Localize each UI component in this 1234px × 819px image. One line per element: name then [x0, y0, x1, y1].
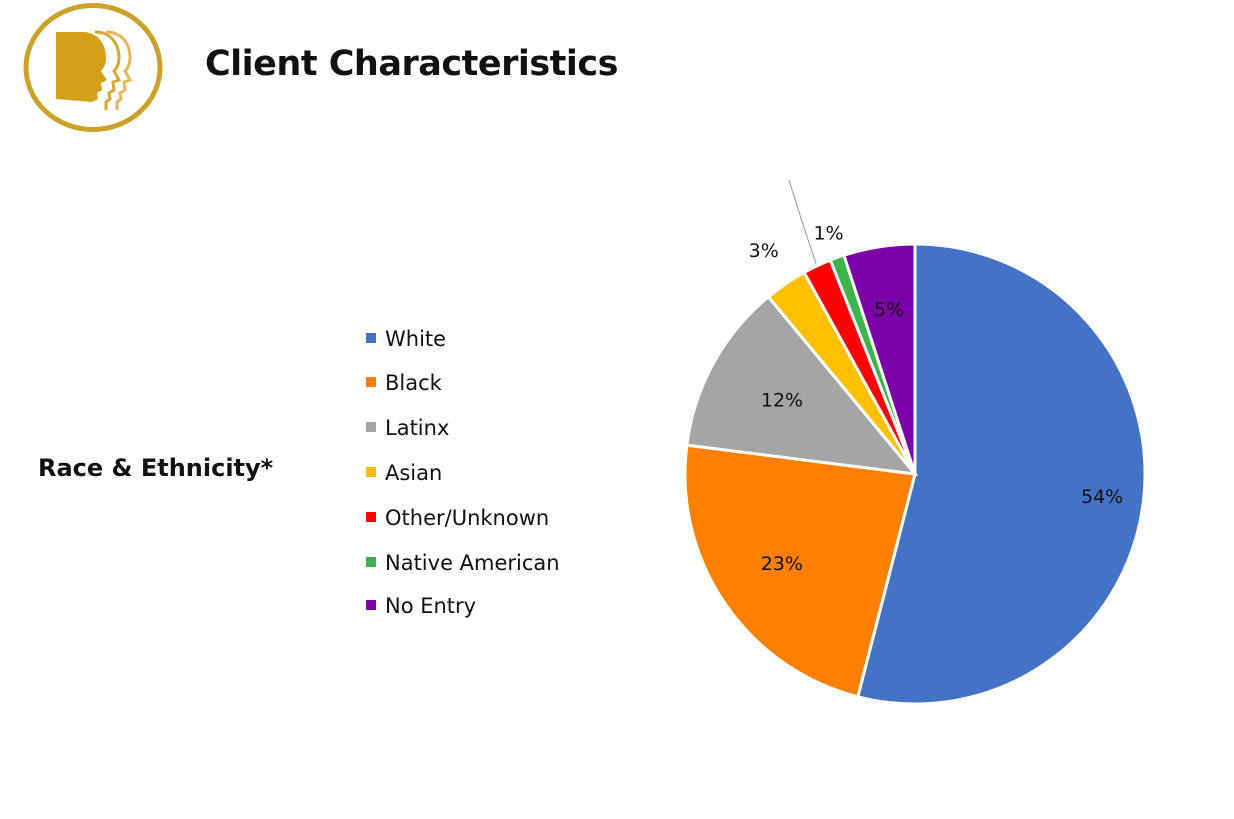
legend-item-other-unknown: Other/Unknown [366, 501, 549, 535]
pie-slice-no-entry [842, 242, 917, 475]
legend-item-latinx: Latinx [366, 411, 449, 445]
data-label: 5% [874, 299, 904, 321]
legend-swatch [366, 422, 376, 432]
legend-item-native-american: Native American [366, 546, 560, 580]
legend-label: White [385, 327, 447, 351]
data-label: 1% [813, 222, 843, 244]
legend-item-asian: Asian [366, 456, 442, 490]
legend-label: Latinx [385, 416, 450, 440]
legend-label: Black [385, 371, 442, 395]
legend-swatch [366, 557, 376, 567]
legend-item-no-entry: No Entry [366, 589, 476, 623]
legend-swatch [366, 377, 376, 387]
page-title: Client Characteristics [205, 44, 618, 84]
pie-slice-white [855, 242, 1147, 706]
data-label: 23% [761, 553, 803, 575]
legend-item-white: White [366, 322, 446, 356]
legend-swatch [366, 600, 376, 610]
logo-icon [23, 3, 163, 132]
legend-label: Native American [385, 551, 560, 575]
legend-item-black: Black [366, 366, 442, 400]
leader-line [788, 180, 817, 264]
data-label: 3% [749, 240, 779, 262]
data-label: 2% [748, 180, 778, 184]
data-label: 54% [1081, 486, 1123, 508]
data-label: 12% [761, 389, 803, 411]
section-label: Race & Ethnicity* [38, 454, 274, 482]
legend-label: No Entry [385, 594, 477, 618]
legend-label: Other/Unknown [385, 506, 550, 530]
legend-swatch [366, 333, 376, 343]
legend-swatch [366, 467, 376, 477]
pie-chart: 54% 23% 12% 3% 2% 1% 5% [683, 180, 1147, 706]
pie-slice-latinx [685, 294, 919, 476]
legend-swatch [366, 512, 376, 522]
pie-slice-black [683, 443, 917, 699]
legend-label: Asian [385, 461, 443, 485]
logo [22, 2, 164, 133]
